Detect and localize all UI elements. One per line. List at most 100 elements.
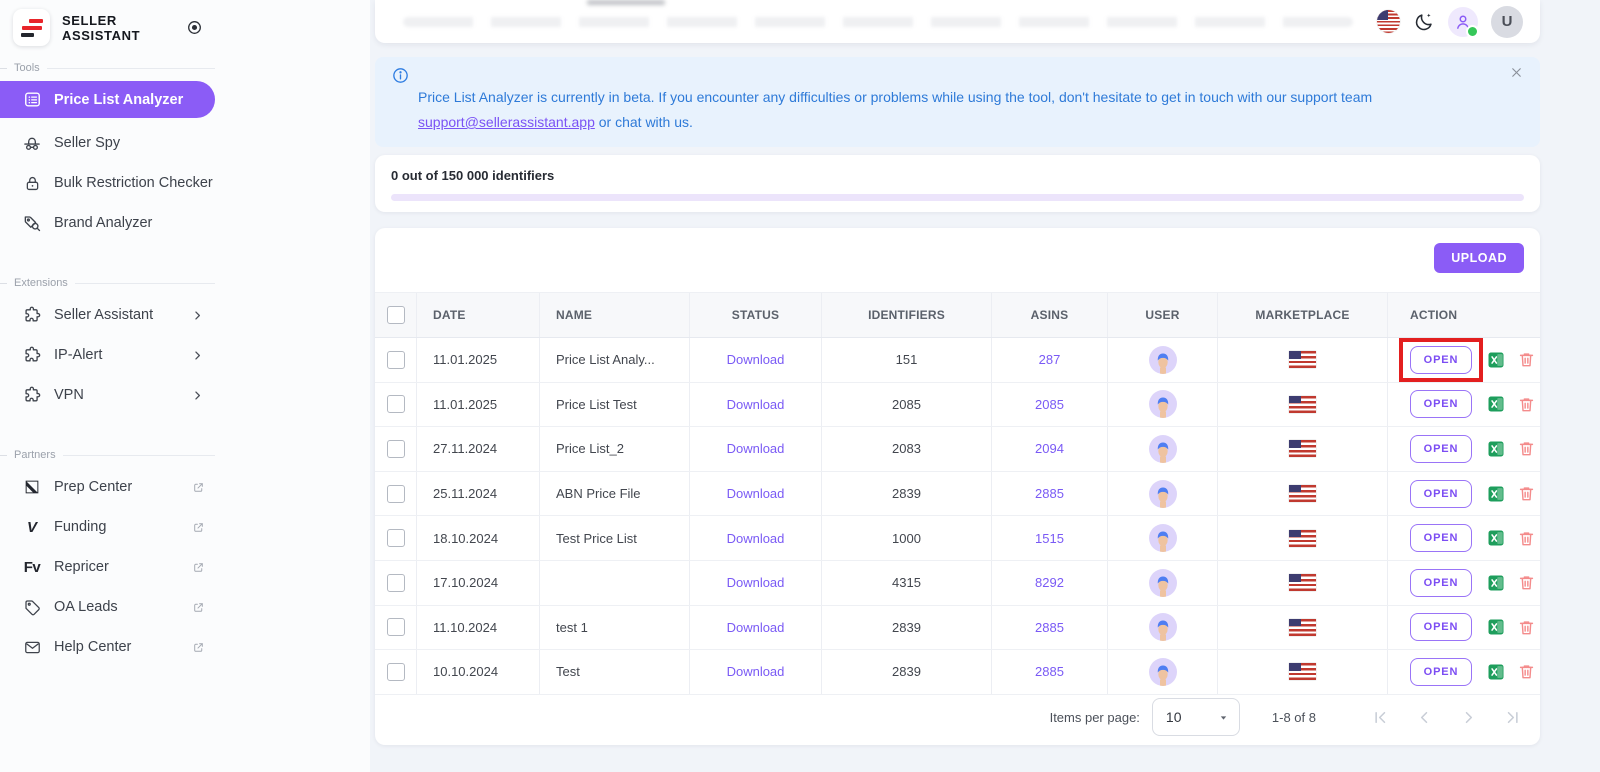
identifiers-progress-bar [391,194,1524,201]
sidebar-item-brand-analyzer[interactable]: Brand Analyzer [0,203,215,243]
action-cell: OPEN [1388,337,1540,382]
delete-trash-icon[interactable] [1517,573,1536,592]
download-link[interactable]: Download [726,664,785,680]
language-flag-icon[interactable] [1377,10,1400,33]
sidebar-item-help-center[interactable]: Help Center [0,627,215,667]
export-excel-icon[interactable] [1486,617,1506,637]
identifiers-cell: 2085 [822,382,992,427]
export-excel-icon[interactable] [1486,350,1506,370]
sidebar-item-repricer[interactable]: Fv Repricer [0,547,215,587]
main-content: U Price List Analyzer is currently in be… [375,0,1540,772]
delete-trash-icon[interactable] [1517,484,1536,503]
sidebar-item-price-list-analyzer[interactable]: Price List Analyzer [0,81,215,118]
header-status: STATUS [690,293,822,337]
row-checkbox[interactable] [386,529,405,548]
header-name: NAME [540,293,690,337]
export-excel-icon[interactable] [1486,439,1506,459]
close-icon[interactable] [1509,65,1524,85]
open-button[interactable]: OPEN [1410,613,1472,642]
asins-link[interactable]: 2094 [1035,441,1064,457]
banner-message: Price List Analyzer is currently in beta… [418,85,1480,135]
marketplace-cell [1218,560,1388,605]
sidebar-item-label: Repricer [54,559,109,575]
sidebar-item-ip-alert[interactable]: IP-Alert [0,335,215,375]
export-excel-icon[interactable] [1486,394,1506,414]
delete-trash-icon[interactable] [1517,350,1536,369]
row-checkbox[interactable] [386,395,405,414]
sidebar-item-vpn[interactable]: VPN [0,375,215,415]
lock-icon [21,174,43,193]
row-checkbox[interactable] [386,350,405,369]
date-cell: 10.10.2024 [417,650,540,694]
sidebar-item-oa-leads[interactable]: OA Leads [0,587,215,627]
open-button[interactable]: OPEN [1410,568,1472,597]
user-avatar[interactable]: U [1491,5,1523,38]
sidebar-collapse-toggle-icon[interactable] [186,19,203,36]
open-button[interactable]: OPEN [1410,657,1472,686]
user-cell [1108,338,1218,382]
delete-trash-icon[interactable] [1517,529,1536,548]
row-checkbox[interactable] [386,484,405,503]
export-excel-icon[interactable] [1486,573,1506,593]
download-link[interactable]: Download [726,396,785,412]
open-button[interactable]: OPEN [1410,390,1472,419]
asins-link[interactable]: 8292 [1035,575,1064,591]
delete-trash-icon[interactable] [1517,395,1536,414]
row-checkbox[interactable] [386,618,405,637]
asins-link[interactable]: 2885 [1035,619,1064,635]
action-cell: OPEN [1388,606,1540,650]
user-cell [1108,605,1218,650]
action-cell: OPEN [1388,427,1540,471]
table-row: 27.11.2024 Price List_2 Download 2083 20… [375,427,1540,472]
open-button[interactable]: OPEN [1410,345,1472,374]
us-flag-icon [1289,618,1316,636]
select-all-checkbox[interactable] [386,306,405,324]
open-button[interactable]: OPEN [1410,524,1472,553]
user-cell [1108,427,1218,471]
open-button[interactable]: OPEN [1410,434,1472,463]
support-email-link[interactable]: support@sellerassistant.app [418,114,595,130]
sidebar-item-seller-assistant-extension[interactable]: Seller Assistant [0,295,215,335]
dark-mode-moon-icon[interactable] [1413,11,1435,33]
name-cell: ABN Price File [540,471,690,516]
first-page-icon[interactable] [1370,707,1390,727]
sidebar-item-label: Bulk Restriction Checker [54,175,213,191]
price-list-icon [21,90,43,109]
next-page-icon[interactable] [1458,707,1478,727]
puzzle-icon [21,385,43,405]
previous-page-icon[interactable] [1414,707,1434,727]
export-excel-icon[interactable] [1486,528,1506,548]
download-link[interactable]: Download [726,486,785,502]
row-checkbox[interactable] [386,662,405,681]
delete-trash-icon[interactable] [1517,439,1536,458]
asins-link[interactable]: 287 [1038,352,1061,368]
delete-trash-icon[interactable] [1517,662,1536,681]
table-body: 11.01.2025 Price List Analy... Download … [375,337,1540,695]
download-link[interactable]: Download [726,530,785,546]
download-link[interactable]: Download [726,619,785,635]
page-size-select[interactable]: 10 [1151,698,1240,736]
sidebar-item-bulk-restriction-checker[interactable]: Bulk Restriction Checker [0,163,215,203]
delete-trash-icon[interactable] [1517,618,1536,637]
banner-text-after: or chat with us. [594,114,693,130]
download-link[interactable]: Download [726,441,785,457]
row-checkbox[interactable] [386,439,405,458]
asins-link[interactable]: 2085 [1035,396,1064,412]
sidebar-item-seller-spy[interactable]: Seller Spy [0,123,215,163]
asins-link[interactable]: 2885 [1035,664,1064,680]
last-page-icon[interactable] [1502,707,1522,727]
open-button[interactable]: OPEN [1410,479,1472,508]
export-excel-icon[interactable] [1486,662,1506,682]
sidebar-item-funding[interactable]: V Funding [0,507,215,547]
download-link[interactable]: Download [726,575,785,591]
upload-button[interactable]: UPLOAD [1434,243,1524,273]
export-excel-icon[interactable] [1486,484,1506,504]
download-link[interactable]: Download [726,352,785,368]
row-checkbox[interactable] [386,573,405,592]
asins-link[interactable]: 2885 [1035,486,1064,502]
sidebar-item-prep-center[interactable]: Prep Center [0,467,215,507]
asins-link[interactable]: 1515 [1035,530,1064,546]
header-user: USER [1108,293,1218,337]
us-flag-icon [1289,440,1316,458]
account-person-icon[interactable] [1448,6,1479,38]
